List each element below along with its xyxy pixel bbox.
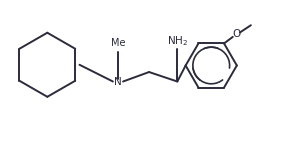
Text: NH$_2$: NH$_2$ bbox=[167, 34, 188, 48]
Text: Me: Me bbox=[111, 38, 125, 48]
Text: O: O bbox=[233, 29, 241, 39]
Text: N: N bbox=[114, 76, 122, 86]
